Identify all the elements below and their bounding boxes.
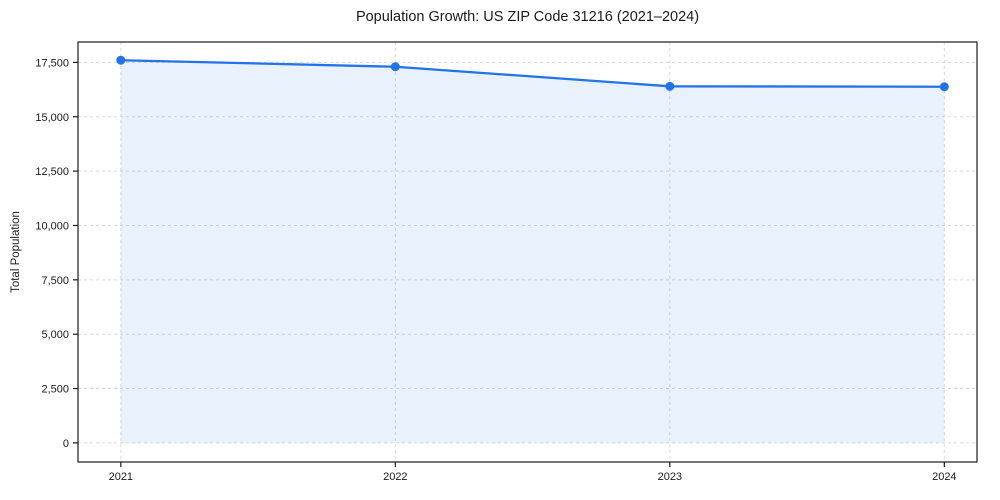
y-tick-label-0: 0	[63, 438, 69, 450]
series-polyline	[119, 59, 946, 88]
x-tick-label-2021: 2021	[109, 471, 133, 483]
y-tick-label-15000: 15,000	[35, 112, 69, 124]
y-tick-label-10000: 10,000	[35, 220, 69, 232]
y-tick-labels: 0 2,500 5,000 7,500 10,000 12,500 15,000 17,500	[35, 57, 69, 450]
area-fill	[120, 60, 945, 443]
x-tick-label-2022: 2022	[383, 471, 407, 483]
series-area	[120, 60, 945, 443]
x-tick-labels: 2021 2022 2023 2024	[109, 471, 957, 483]
x-tick-label-2023: 2023	[658, 471, 682, 483]
y-tick-label-5000: 5,000	[41, 329, 69, 341]
data-point-2022	[390, 62, 400, 72]
series-line	[119, 59, 946, 88]
gridlines	[78, 42, 977, 462]
data-point-2024	[939, 82, 949, 92]
axis-spines	[77, 41, 978, 463]
y-tick-label-17500: 17,500	[35, 57, 69, 69]
data-point-2021	[116, 55, 126, 65]
y-tick-label-2500: 2,500	[41, 384, 69, 396]
axis-ticks	[73, 61, 945, 467]
data-point-2023	[665, 81, 675, 91]
x-tick-label-2024: 2024	[932, 471, 956, 483]
chart-title: Population Growth: US ZIP Code 31216 (20…	[355, 9, 700, 25]
y-tick-label-7500: 7,500	[41, 275, 69, 287]
data-markers	[116, 55, 949, 92]
plot-border	[77, 41, 978, 463]
y-tick-label-12500: 12,500	[35, 166, 69, 178]
